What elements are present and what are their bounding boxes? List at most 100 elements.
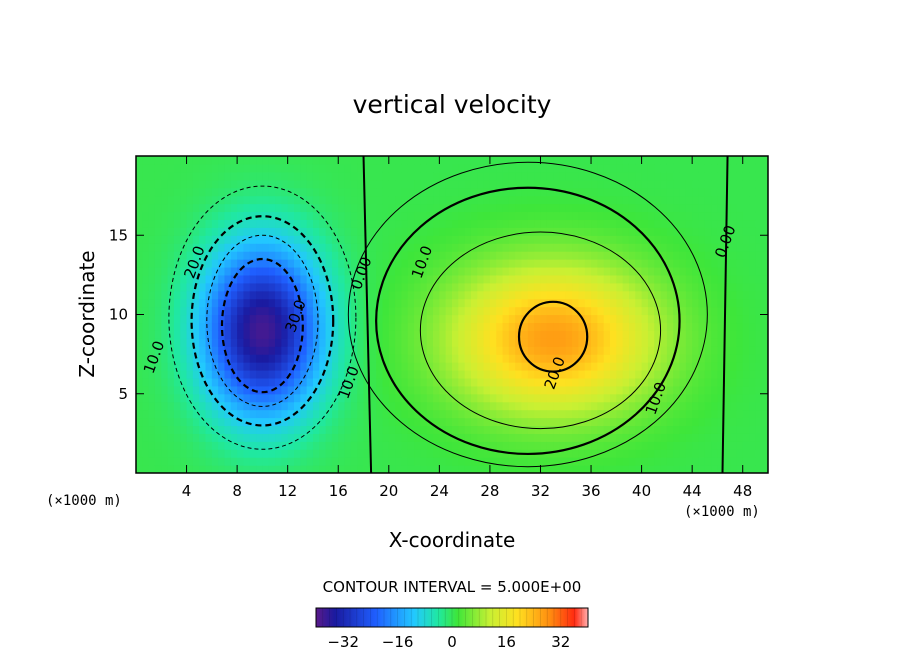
heatmap-cell [407, 465, 415, 473]
heatmap-cell [553, 227, 561, 236]
heatmap-cell [173, 457, 181, 466]
heatmap-cell [698, 441, 706, 450]
heatmap-cell [439, 433, 447, 442]
heatmap-cell [584, 377, 592, 387]
heatmap-cell [502, 251, 510, 260]
heatmap-cell [401, 338, 409, 347]
heatmap-cell [546, 195, 554, 205]
heatmap-cell [180, 338, 188, 347]
heatmap-cell [489, 266, 497, 276]
heatmap-cell [167, 322, 175, 331]
heatmap-cell [723, 298, 731, 308]
heatmap-cell [591, 377, 598, 387]
heatmap-cell [647, 369, 655, 379]
heatmap-cell [338, 171, 346, 181]
heatmap-cell [350, 441, 358, 450]
heatmap-cell [136, 243, 143, 252]
heatmap-cell [628, 227, 636, 236]
heatmap-cell [433, 385, 440, 395]
heatmap-cell [218, 266, 226, 276]
heatmap-cell [635, 322, 643, 331]
heatmap-cell [268, 433, 276, 442]
heatmap-cell [749, 227, 756, 236]
heatmap-cell [275, 290, 282, 300]
heatmap-cell [565, 211, 573, 221]
heatmap-cell [319, 227, 327, 236]
heatmap-cell [407, 179, 415, 189]
heatmap-cell [401, 266, 409, 276]
heatmap-cell [452, 306, 459, 316]
heatmap-cell [199, 266, 207, 276]
heatmap-cell [205, 377, 213, 387]
heatmap-cell [199, 385, 207, 395]
heatmap-cell [388, 393, 396, 403]
heatmap-cell [610, 346, 617, 355]
heatmap-cell [483, 195, 491, 205]
heatmap-cell [616, 354, 624, 363]
heatmap-cell [704, 259, 712, 268]
heatmap-cell [325, 417, 333, 427]
heatmap-cell [363, 156, 371, 165]
heatmap-cell [654, 393, 662, 403]
heatmap-cell [685, 409, 693, 419]
heatmap-cell [565, 179, 573, 189]
heatmap-cell [591, 417, 598, 427]
heatmap-cell [477, 433, 485, 442]
heatmap-cell [616, 156, 624, 165]
heatmap-cell [338, 306, 346, 316]
heatmap-cell [464, 433, 472, 442]
heatmap-cell [578, 322, 586, 331]
heatmap-cell [369, 362, 377, 371]
heatmap-cell [572, 417, 579, 427]
heatmap-cell [546, 227, 554, 236]
heatmap-cell [275, 385, 282, 395]
heatmap-cell [730, 171, 737, 181]
heatmap-cell [369, 338, 377, 347]
heatmap-cell [173, 417, 181, 427]
heatmap-cell [622, 203, 630, 213]
heatmap-cell [603, 306, 611, 316]
heatmap-cell [142, 377, 150, 387]
heatmap-cell [142, 433, 150, 442]
heatmap-cell [237, 314, 245, 324]
heatmap-cell [167, 449, 175, 458]
heatmap-cell [192, 401, 200, 411]
heatmap-cell [142, 369, 150, 379]
heatmap-cell [281, 433, 289, 442]
heatmap-cell [420, 227, 428, 236]
heatmap-cell [584, 171, 592, 181]
heatmap-cell [761, 266, 768, 276]
heatmap-cell [749, 354, 756, 363]
heatmap-cell [470, 187, 478, 197]
heatmap-cell [173, 385, 181, 395]
heatmap-cell [433, 393, 440, 403]
heatmap-cell [268, 171, 276, 181]
heatmap-cell [616, 385, 624, 395]
heatmap-cell [237, 338, 245, 347]
heatmap-cell [268, 227, 276, 236]
heatmap-cell [350, 385, 358, 395]
heatmap-cell [546, 251, 554, 260]
heatmap-cell [749, 156, 756, 165]
heatmap-cell [502, 203, 510, 213]
heatmap-cell [553, 441, 561, 450]
heatmap-cell [553, 171, 561, 181]
heatmap-cell [464, 362, 472, 371]
heatmap-cell [546, 306, 554, 316]
heatmap-cell [420, 354, 428, 363]
heatmap-cell [312, 354, 320, 363]
heatmap-cell [458, 211, 466, 221]
heatmap-cell [445, 171, 453, 181]
heatmap-cell [388, 314, 396, 324]
heatmap-cell [230, 354, 238, 363]
heatmap-cell [388, 243, 396, 252]
heatmap-cell [470, 203, 478, 213]
heatmap-cell [698, 156, 706, 165]
heatmap-cell [559, 441, 567, 450]
heatmap-cell [553, 259, 561, 268]
heatmap-cell [294, 203, 301, 213]
heatmap-cell [199, 274, 207, 284]
heatmap-cell [344, 409, 352, 419]
heatmap-cell [591, 227, 598, 236]
heatmap-cell [711, 338, 719, 347]
